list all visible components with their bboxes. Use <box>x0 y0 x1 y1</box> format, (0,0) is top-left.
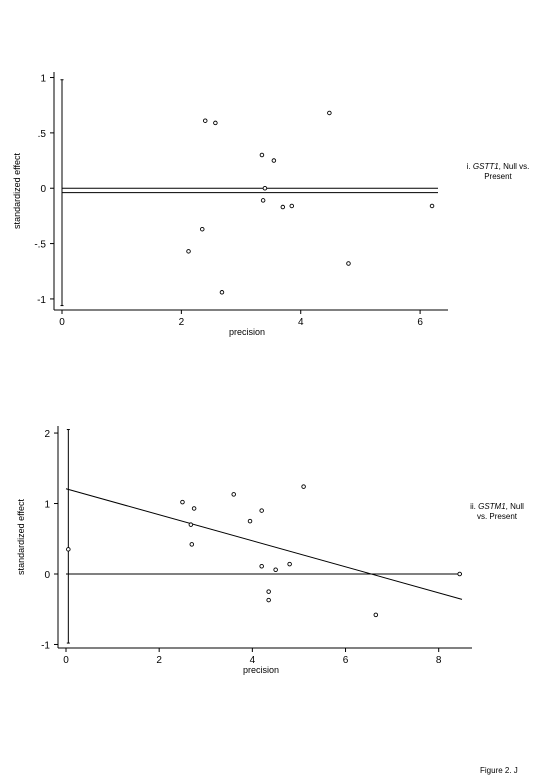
x-axis-title: precision <box>229 327 265 337</box>
y-tick-label: -.5 <box>34 240 46 251</box>
regression-line <box>65 488 463 600</box>
data-point <box>189 542 195 547</box>
data-point <box>289 203 295 209</box>
y-tick-label: 1 <box>40 74 46 85</box>
y-tick-label: 0 <box>44 570 50 581</box>
caption-suffix: , Null vs. Present <box>484 162 530 181</box>
data-point <box>273 567 278 573</box>
y-tick-label: 2 <box>44 429 50 440</box>
caption-prefix: i. <box>466 162 473 171</box>
data-point <box>346 261 351 266</box>
data-point <box>271 158 277 163</box>
data-point <box>191 506 197 511</box>
data-point <box>219 290 225 295</box>
x-axis-title: precision <box>243 665 279 675</box>
y-tick-label: 1 <box>44 500 50 511</box>
x-tick-label: 4 <box>250 655 256 666</box>
data-point <box>200 226 205 232</box>
caption-gstm1: ii. GSTM1, Null vs. Present <box>466 502 528 522</box>
data-point <box>301 484 306 489</box>
data-point <box>247 518 253 524</box>
caption-gene: GSTM1 <box>478 502 506 511</box>
data-point <box>213 120 218 126</box>
data-point <box>373 612 379 618</box>
funnel-plot-gstt1: 1 .5 0 -.5 -1 0 2 4 6 precision standardized effec… <box>12 72 448 337</box>
x-tick-label: 6 <box>417 317 423 328</box>
data-point <box>188 522 194 527</box>
x-tick-label: 6 <box>343 655 349 666</box>
y-tick-label: -1 <box>37 295 46 306</box>
data-point <box>457 571 462 577</box>
y-axis-title: standardized effect <box>12 153 22 229</box>
x-tick-label: 8 <box>436 655 442 666</box>
y-tick-label: -1 <box>41 640 50 651</box>
data-point <box>180 499 185 505</box>
y-tick-label: .5 <box>38 129 47 140</box>
data-point <box>66 547 71 552</box>
caption-prefix: ii. <box>470 502 479 511</box>
y-axis-title: standardized effect <box>16 499 26 575</box>
data-point <box>259 152 265 158</box>
x-tick-label: 4 <box>298 317 304 328</box>
caption-suffix: , Null vs. Present <box>476 502 524 521</box>
data-point <box>266 597 271 603</box>
y-tick-label: 0 <box>40 184 46 195</box>
caption-gstt1: i. GSTT1, Null vs. Present <box>456 162 540 182</box>
x-tick-label: 0 <box>63 655 69 666</box>
x-tick-label: 2 <box>179 317 185 328</box>
data-point <box>280 204 286 210</box>
funnel-plot-gstm1: 2 1 0 -1 0 2 4 6 8 precision standardized effect <box>16 426 472 675</box>
data-point <box>231 492 236 497</box>
data-point <box>259 563 264 569</box>
figure-label: Figure 2. J <box>480 766 518 775</box>
data-point <box>287 561 292 567</box>
data-point <box>266 589 271 594</box>
data-point <box>260 198 266 203</box>
data-point <box>259 508 264 513</box>
caption-gene: GSTT1 <box>472 162 499 171</box>
x-tick-label: 0 <box>59 317 65 328</box>
data-point <box>327 110 332 116</box>
data-point <box>262 185 268 191</box>
x-tick-label: 2 <box>156 655 162 666</box>
data-point <box>202 118 208 123</box>
data-point <box>186 249 191 254</box>
data-point <box>429 203 435 209</box>
